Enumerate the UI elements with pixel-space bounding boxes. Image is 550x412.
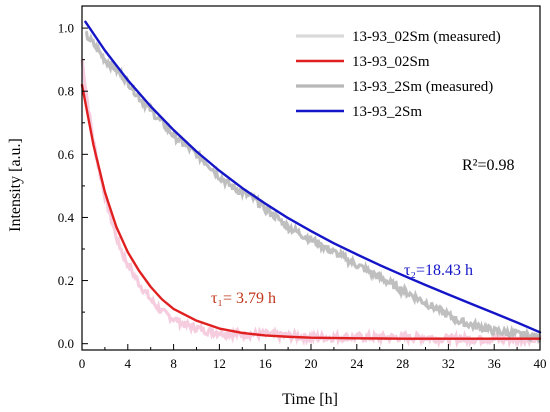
legend-label-13-93-2sm-measured: 13-93_2Sm (measured) (352, 79, 493, 95)
legend: 13-93_02Sm (measured) 13-93_02Sm 13-93_2Sm… (296, 29, 501, 120)
x-tick-label: 8 (170, 356, 177, 371)
y-axis-title: Intensity [a.u.] (7, 138, 24, 232)
legend-label-13-93-2sm: 13-93_2Sm (352, 104, 422, 120)
y-tick-label: 0.6 (58, 147, 75, 162)
x-tick-label: 12 (213, 356, 226, 371)
y-tick-label: 0.2 (58, 273, 74, 288)
series-line-13-93-02sm (80, 83, 542, 340)
annotation-tau1: τ₁= 3.79 h (211, 290, 276, 307)
x-tick-label: 24 (350, 356, 364, 371)
plot-area (80, 20, 542, 349)
axis-ticks: 0 4 8 12 16 20 24 28 32 36 40 0.0 0.2 0.4 0.6 0.8 1.0 (58, 21, 547, 371)
series-line-13-93-2sm-measured (84, 30, 542, 344)
x-axis-title: Time [h] (282, 391, 338, 408)
x-tick-label: 16 (259, 356, 273, 371)
y-tick-label: 0.0 (58, 336, 74, 351)
annotations: R²=0.98 τ₁= 3.79 h τ₂=18.43 h (211, 157, 515, 307)
legend-label-13-93-02sm-measured: 13-93_02Sm (measured) (352, 29, 501, 45)
x-tick-label: 28 (396, 356, 409, 371)
series-line-13-93-02sm-measured (80, 59, 542, 349)
y-tick-label: 0.8 (58, 84, 74, 99)
annotation-r2: R²=0.98 (462, 157, 515, 174)
x-tick-label: 20 (305, 356, 318, 371)
x-tick-label: 36 (488, 356, 502, 371)
y-tick-label: 1.0 (58, 21, 74, 36)
x-tick-label: 4 (125, 356, 132, 371)
x-tick-label: 0 (79, 356, 86, 371)
annotation-tau2: τ₂=18.43 h (404, 262, 473, 279)
series-line-13-93-2sm (84, 20, 542, 334)
legend-label-13-93-02sm: 13-93_02Sm (352, 54, 430, 70)
y-tick-label: 0.4 (58, 210, 75, 225)
x-tick-label: 40 (534, 356, 547, 371)
x-tick-label: 32 (442, 356, 455, 371)
